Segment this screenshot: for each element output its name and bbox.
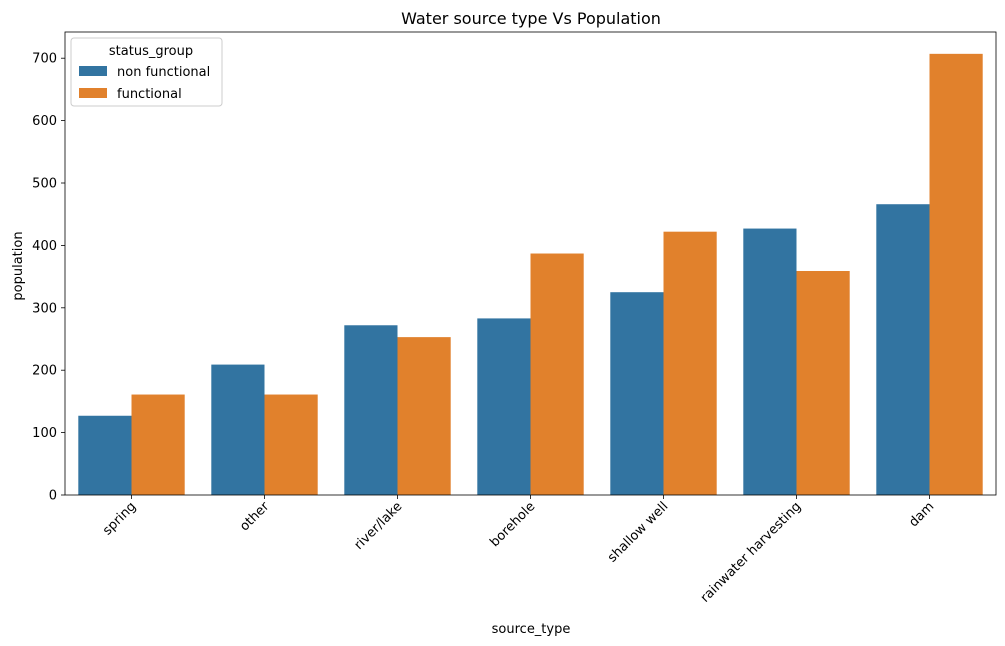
- bar-other-functional: [264, 394, 318, 495]
- y-tick-label: 500: [32, 177, 57, 192]
- plot-area: [64, 31, 997, 496]
- bar-river-lake-functional: [397, 337, 451, 495]
- legend: status_group non functional functional: [70, 37, 223, 107]
- bar-dam-functional: [929, 53, 983, 496]
- bar-shallow-well-functional: [663, 231, 717, 495]
- x-tick-label-rainwater-harvesting: rainwater harvesting: [698, 499, 804, 605]
- y-tick-label: 600: [32, 114, 57, 129]
- bar-borehole-non-functional: [477, 318, 531, 495]
- bar-river-lake-non-functional: [344, 325, 398, 495]
- x-tick-label-river-lake: river/lake: [352, 499, 406, 553]
- y-axis-label: population: [11, 231, 26, 300]
- y-tick-label: 0: [49, 489, 57, 504]
- legend-swatch-non-functional: [79, 66, 107, 76]
- bar-rainwater-harvesting-non-functional: [743, 228, 797, 495]
- legend-entry-non-functional: non functional: [117, 65, 210, 80]
- bar-rainwater-harvesting-functional: [796, 270, 850, 495]
- y-tick-label: 300: [32, 301, 57, 316]
- bar-shallow-well-non-functional: [610, 292, 664, 495]
- x-tick-label-spring: spring: [100, 499, 139, 538]
- y-tick-label: 400: [32, 239, 57, 254]
- chart-title: Water source type Vs Population: [401, 9, 661, 28]
- x-tick-label-other: other: [237, 499, 273, 535]
- bar-borehole-functional: [530, 253, 584, 495]
- x-axis-label: source_type: [492, 622, 571, 637]
- bar-other-non-functional: [211, 364, 265, 495]
- legend-frame: [70, 37, 223, 107]
- bar-dam-non-functional: [876, 204, 930, 495]
- legend-entry-functional: functional: [117, 87, 182, 102]
- legend-title: status_group: [109, 44, 193, 59]
- y-tick-label: 700: [32, 52, 57, 67]
- legend-swatch-functional: [79, 88, 107, 98]
- bar-spring-non-functional: [78, 415, 132, 495]
- y-tick-label: 100: [32, 426, 57, 441]
- y-axis: 0 100 200 300 400 500 600 700: [32, 52, 65, 504]
- x-tick-label-shallow-well: shallow well: [605, 499, 671, 565]
- x-axis: spring other river/lake borehole shallow wel…: [100, 495, 937, 606]
- y-tick-label: 200: [32, 364, 57, 379]
- x-tick-label-borehole: borehole: [487, 499, 538, 550]
- x-tick-label-dam: dam: [906, 499, 937, 530]
- bar-spring-functional: [131, 394, 185, 495]
